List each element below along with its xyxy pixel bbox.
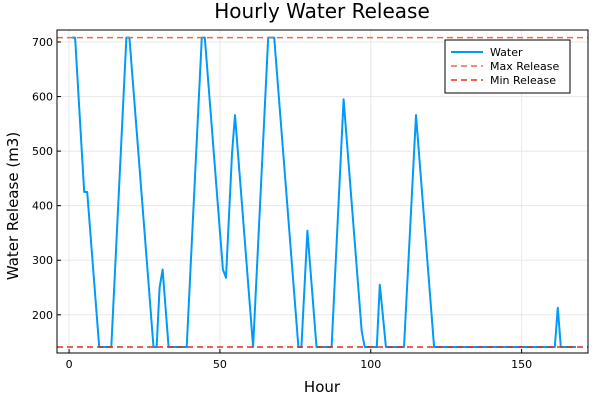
legend-label-water: Water <box>490 46 523 59</box>
x-tick-label: 100 <box>360 358 381 371</box>
plot-lines <box>57 36 588 348</box>
y-tick-label: 400 <box>32 200 53 213</box>
y-tick-label: 500 <box>32 145 53 158</box>
legend-label-min-release: Min Release <box>490 74 556 87</box>
y-tick-label: 300 <box>32 254 53 267</box>
x-tick-label: 150 <box>511 358 532 371</box>
y-tick-label: 200 <box>32 309 53 322</box>
x-tick-label: 50 <box>213 358 227 371</box>
chart-title: Hourly Water Release <box>214 0 430 23</box>
y-axis-title: Water Release (m3) <box>4 132 22 280</box>
legend-label-max-release: Max Release <box>490 60 559 73</box>
ticks: 0 50 100 150 200 300 400 500 600 700 <box>32 36 532 371</box>
y-tick-label: 700 <box>32 36 53 49</box>
x-axis-title: Hour <box>304 378 341 396</box>
y-tick-label: 600 <box>32 91 53 104</box>
plot-frame <box>56 29 589 354</box>
x-tick-label: 0 <box>66 358 73 371</box>
